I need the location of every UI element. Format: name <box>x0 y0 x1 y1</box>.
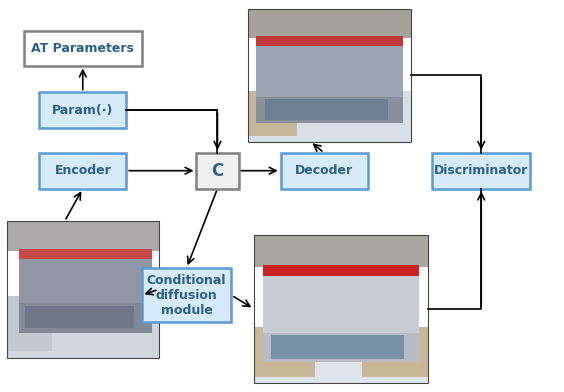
Bar <box>254 327 428 383</box>
Text: Param(·): Param(·) <box>52 104 113 117</box>
Bar <box>271 336 404 359</box>
Bar <box>248 91 411 142</box>
Bar <box>19 249 152 260</box>
Bar <box>263 265 419 276</box>
Bar <box>248 9 411 38</box>
Bar <box>39 93 126 128</box>
Bar <box>7 296 158 358</box>
Bar <box>196 153 239 189</box>
Bar <box>248 9 411 142</box>
Bar <box>265 99 388 120</box>
Bar <box>263 332 419 362</box>
Bar <box>39 153 126 189</box>
Bar <box>248 91 297 136</box>
Bar <box>248 9 411 142</box>
Text: C: C <box>212 162 223 180</box>
Bar <box>432 153 530 189</box>
Bar <box>25 306 134 328</box>
Bar <box>7 221 158 251</box>
Text: Conditional
diffusion
module: Conditional diffusion module <box>147 274 226 317</box>
Bar <box>254 235 428 267</box>
Bar <box>362 327 428 377</box>
Bar <box>19 303 152 333</box>
Bar <box>142 268 231 323</box>
Bar <box>257 36 403 46</box>
Bar <box>257 36 403 99</box>
Bar <box>254 327 315 377</box>
Bar <box>24 31 142 65</box>
Bar <box>19 249 152 306</box>
Text: Encoder: Encoder <box>54 164 111 177</box>
Bar <box>263 265 419 336</box>
Bar <box>257 96 403 123</box>
Bar <box>7 221 158 358</box>
Bar <box>7 296 52 351</box>
Bar <box>7 221 158 358</box>
Bar <box>254 235 428 383</box>
Bar <box>281 153 368 189</box>
Text: Decoder: Decoder <box>295 164 353 177</box>
Text: Discriminator: Discriminator <box>434 164 528 177</box>
Text: AT Parameters: AT Parameters <box>32 42 134 54</box>
